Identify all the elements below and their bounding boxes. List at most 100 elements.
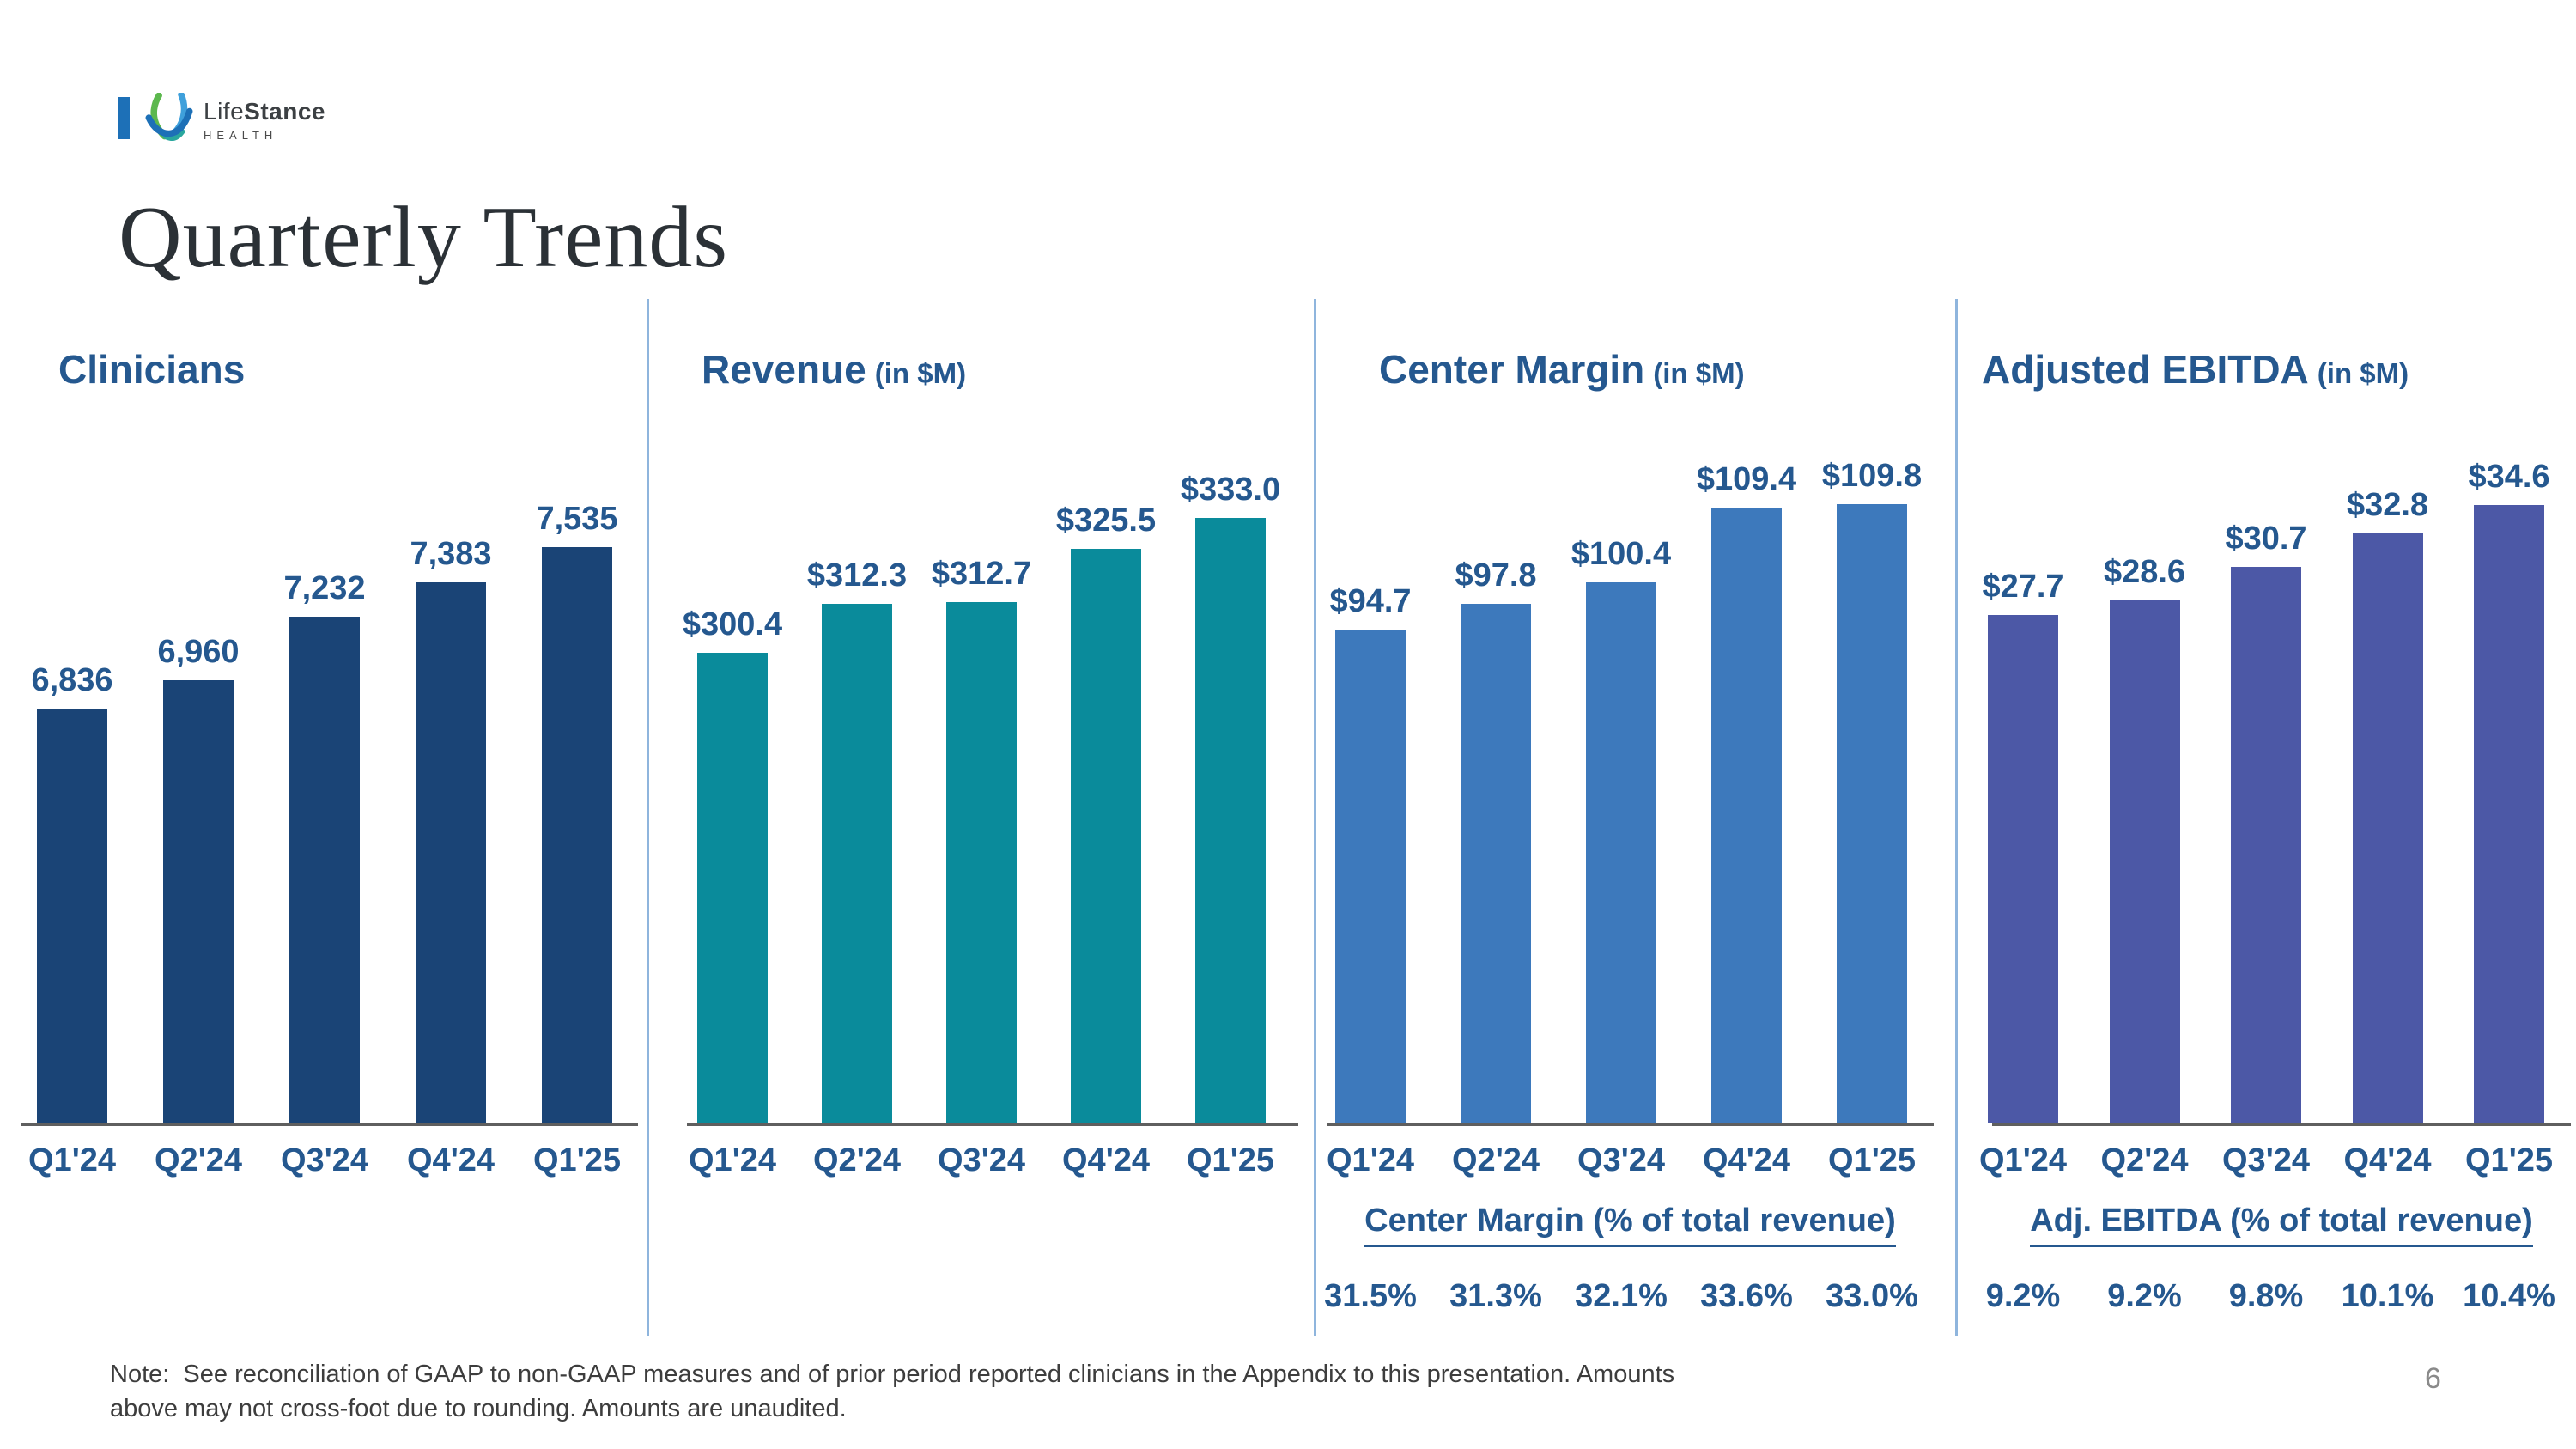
pct-value: 9.2% bbox=[1985, 1278, 2061, 1314]
lifestance-logo-mark bbox=[145, 93, 193, 141]
bar bbox=[822, 604, 892, 1123]
page-title: Quarterly Trends bbox=[118, 189, 729, 286]
x-axis-label: Q4'24 bbox=[407, 1142, 495, 1178]
chart-title-text: Adjusted EBITDA bbox=[1982, 347, 2309, 392]
page-number: 6 bbox=[2425, 1362, 2441, 1395]
x-axis-label: Q1'24 bbox=[1979, 1142, 2067, 1178]
chart-panel-revenue: Revenue (in $M) $300.4 Q1'24 $312.3 Q2'24 $312… bbox=[683, 335, 1301, 1344]
bar bbox=[2231, 567, 2301, 1123]
bar bbox=[1711, 508, 1782, 1123]
bar bbox=[1837, 504, 1907, 1123]
pct-row-heading-text: Center Margin (% of total revenue) bbox=[1364, 1202, 1896, 1247]
pct-row-heading-text: Adj. EBITDA (% of total revenue) bbox=[2030, 1202, 2533, 1247]
x-axis-label: Q3'24 bbox=[2222, 1142, 2310, 1178]
bar-value-label: 7,383 bbox=[410, 536, 492, 572]
chart-title: Center Margin (in $M) bbox=[1379, 346, 1745, 393]
bar bbox=[416, 582, 486, 1123]
pct-value: 10.1% bbox=[2341, 1278, 2434, 1314]
chart-title: Clinicians bbox=[58, 346, 245, 393]
bar-value-label: $34.6 bbox=[2468, 459, 2550, 495]
bar bbox=[2474, 505, 2544, 1123]
bar bbox=[697, 653, 768, 1123]
panel-divider bbox=[1955, 299, 1958, 1336]
x-axis-label: Q2'24 bbox=[2100, 1142, 2189, 1178]
pct-row-heading: Adj. EBITDA (% of total revenue) bbox=[1992, 1202, 2571, 1247]
bar-value-label: 6,960 bbox=[157, 634, 240, 670]
bar-value-label: $27.7 bbox=[1982, 569, 2064, 605]
x-axis-label: Q4'24 bbox=[2343, 1142, 2432, 1178]
bar-value-label: $94.7 bbox=[1329, 583, 1412, 619]
x-axis-label: Q3'24 bbox=[281, 1142, 368, 1178]
panel-divider bbox=[647, 299, 649, 1336]
x-axis-label: Q4'24 bbox=[1062, 1142, 1150, 1178]
chart-subtitle: (in $M) bbox=[2317, 357, 2409, 389]
chart-panel-clinicians: Clinicians 6,836 Q1'24 6,960 Q2'24 7,232 Q3'24… bbox=[17, 335, 642, 1344]
bar-value-label: 7,535 bbox=[536, 501, 618, 537]
pct-value: 10.4% bbox=[2463, 1278, 2555, 1314]
x-axis-line bbox=[21, 1123, 638, 1126]
x-axis-label: Q2'24 bbox=[813, 1142, 901, 1178]
bar-value-label: $28.6 bbox=[2103, 554, 2186, 590]
x-axis-line bbox=[1327, 1123, 1934, 1126]
bar-value-label: $97.8 bbox=[1455, 557, 1537, 594]
x-axis-line bbox=[687, 1123, 1298, 1126]
bar-value-label: $325.5 bbox=[1055, 502, 1157, 539]
pct-row-heading: Center Margin (% of total revenue) bbox=[1327, 1202, 1934, 1247]
chart-panel-center-margin: Center Margin (in $M) $94.7 Q1'24 $97.8 Q2'24… bbox=[1322, 335, 1936, 1344]
pct-value: 9.2% bbox=[2107, 1278, 2182, 1314]
chart-title: Adjusted EBITDA (in $M) bbox=[1982, 346, 2409, 393]
logo-brand-text: LifeStance bbox=[204, 98, 325, 125]
bar-value-label: $333.0 bbox=[1180, 472, 1281, 508]
x-axis-line bbox=[1992, 1123, 2571, 1126]
chart-title-text: Clinicians bbox=[58, 347, 246, 392]
x-axis-label: Q1'24 bbox=[28, 1142, 116, 1178]
chart-subtitle: (in $M) bbox=[874, 357, 967, 389]
logo-accent-bar bbox=[118, 97, 130, 139]
bar-value-label: 7,232 bbox=[283, 570, 366, 606]
bar bbox=[1461, 604, 1531, 1123]
bar bbox=[1195, 518, 1266, 1123]
bar bbox=[163, 680, 234, 1123]
bar bbox=[1335, 630, 1406, 1123]
bar-value-label: $312.3 bbox=[806, 557, 908, 594]
chart-subtitle: (in $M) bbox=[1653, 357, 1745, 389]
bar bbox=[2109, 600, 2180, 1123]
bar bbox=[946, 602, 1017, 1123]
bar bbox=[542, 547, 612, 1123]
x-axis-label: Q1'24 bbox=[689, 1142, 776, 1178]
bar-value-label: $109.4 bbox=[1696, 461, 1797, 497]
x-axis-label: Q1'25 bbox=[2465, 1142, 2553, 1178]
bar-value-label: $312.7 bbox=[931, 556, 1032, 592]
chart-panel-adjusted-ebitda: Adjusted EBITDA (in $M) $27.7 Q1'24 $28.6 Q2'… bbox=[1979, 335, 2573, 1344]
x-axis-label: Q4'24 bbox=[1703, 1142, 1790, 1178]
bar bbox=[1071, 549, 1141, 1123]
footnote-line-1: Note: See reconciliation of GAAP to non-… bbox=[110, 1361, 1675, 1388]
x-axis-label: Q1'24 bbox=[1327, 1142, 1414, 1178]
pct-value: 33.6% bbox=[1700, 1278, 1793, 1314]
chart-title-text: Revenue bbox=[702, 347, 866, 392]
bar-value-label: $30.7 bbox=[2225, 521, 2307, 557]
pct-value: 9.8% bbox=[2228, 1278, 2304, 1314]
bar-value-label: $32.8 bbox=[2346, 487, 2429, 523]
bar bbox=[1988, 615, 2058, 1123]
x-axis-label: Q3'24 bbox=[1577, 1142, 1665, 1178]
bar bbox=[289, 617, 360, 1123]
x-axis-label: Q2'24 bbox=[155, 1142, 242, 1178]
footnote-line-2: above may not cross-foot due to rounding… bbox=[110, 1395, 847, 1422]
x-axis-label: Q3'24 bbox=[938, 1142, 1025, 1178]
bar-value-label: $300.4 bbox=[682, 606, 783, 642]
x-axis-label: Q1'25 bbox=[1187, 1142, 1274, 1178]
x-axis-label: Q2'24 bbox=[1452, 1142, 1540, 1178]
bar bbox=[37, 709, 107, 1123]
x-axis-label: Q1'25 bbox=[1828, 1142, 1916, 1178]
bar-value-label: 6,836 bbox=[31, 662, 113, 698]
bar-value-label: $100.4 bbox=[1571, 536, 1672, 572]
pct-value: 31.5% bbox=[1324, 1278, 1417, 1314]
bar bbox=[2352, 533, 2423, 1123]
chart-title-text: Center Margin bbox=[1379, 347, 1645, 392]
x-axis-label: Q1'25 bbox=[533, 1142, 621, 1178]
panel-divider bbox=[1314, 299, 1316, 1336]
chart-title: Revenue (in $M) bbox=[702, 346, 966, 393]
bar bbox=[1586, 582, 1656, 1123]
